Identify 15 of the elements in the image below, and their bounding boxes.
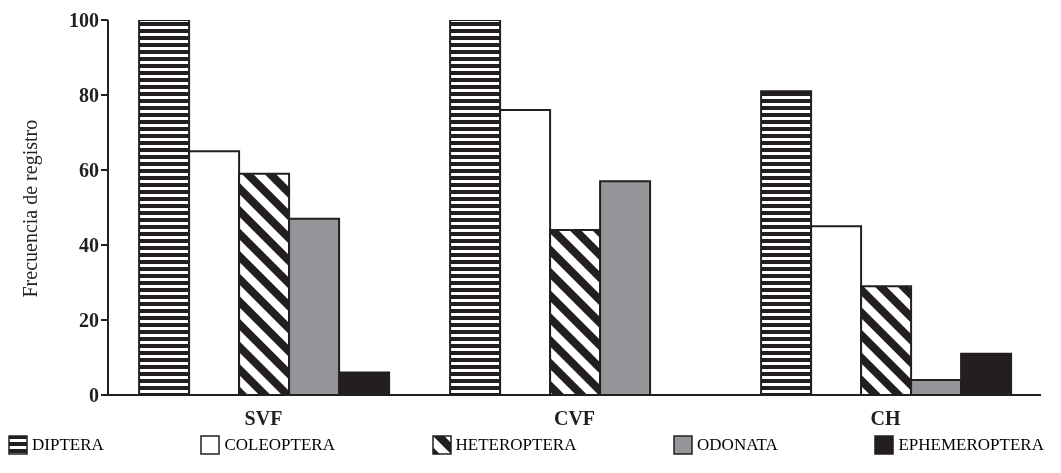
legend-label: COLEOPTERA: [223, 435, 335, 455]
x-tick-label: CH: [870, 407, 901, 430]
y-tick-label: 0: [89, 384, 99, 407]
y-axis-title: Frecuencia de registro: [19, 119, 43, 298]
legend-label: HETEROPTERA: [454, 435, 577, 455]
legend-label: EPHEMEROPTERA: [897, 435, 1044, 455]
y-tick-label: 40: [79, 234, 99, 257]
legend-label: DIPTERA: [31, 435, 104, 455]
legend-label: ODONATA: [696, 435, 778, 455]
y-tick-label: 80: [79, 84, 99, 107]
x-tick-label: CVF: [553, 407, 596, 430]
y-tick-label: 100: [69, 9, 99, 32]
y-tick-label: 20: [79, 309, 99, 332]
x-tick-label: SVF: [244, 407, 283, 430]
y-tick-label: 60: [79, 159, 99, 182]
